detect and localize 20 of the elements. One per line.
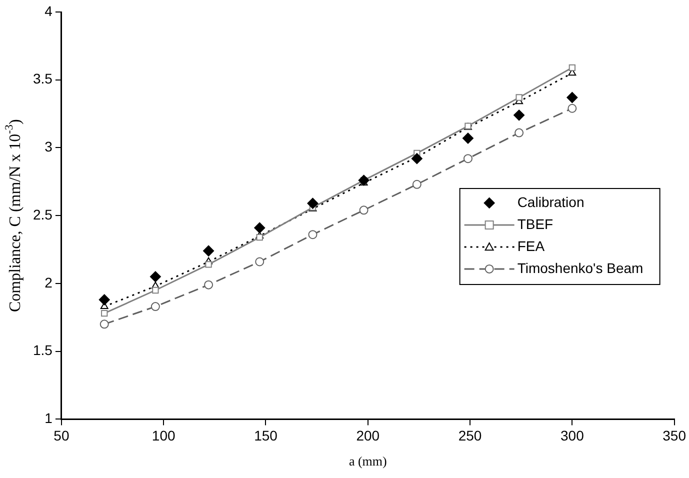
x-tick-label: 350 [662,427,686,444]
y-tick-label: 3 [44,138,53,155]
x-tick-label: 250 [458,427,482,444]
legend-label: TBEF [517,216,554,232]
y-tick-label: 1 [44,410,53,426]
x-tick-label: 200 [356,427,380,444]
x-axis-title: a (mm) [348,453,387,468]
x-tick-label: 100 [152,427,176,444]
y-tick-label: 4 [44,2,53,19]
x-tick-label: 50 [54,427,70,444]
y-tick-label: 1.5 [32,342,53,358]
y-tick-label: 3.5 [32,70,53,87]
y-axis-title: Compliance, C (mm/N x 10-3) [4,119,24,312]
legend-label: Calibration [517,194,584,210]
y-tick-label: 2 [44,274,53,290]
y-tick-label: 2.5 [32,206,53,222]
x-tick-label: 150 [254,427,278,444]
legend-label: Timoshenko's Beam [517,260,644,276]
legend-label: FEA [517,238,546,254]
x-tick-label: 300 [560,427,584,444]
